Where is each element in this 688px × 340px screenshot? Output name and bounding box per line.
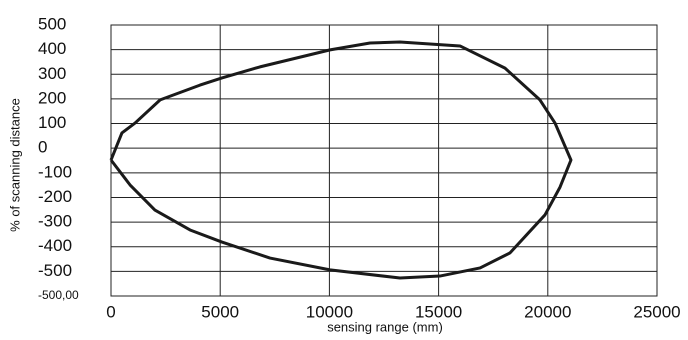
y-tick-label: -300 <box>38 212 72 231</box>
y-tick-label: -100 <box>38 162 72 181</box>
y-tick-label: 0 <box>38 138 47 157</box>
x-tick-label: 0 <box>106 302 115 321</box>
y-tick-label: -200 <box>38 187 72 206</box>
x-tick-label: 20000 <box>524 302 571 321</box>
x-tick-label: 10000 <box>306 302 353 321</box>
plot-frame <box>110 24 658 297</box>
y-tick-label: 500 <box>38 14 66 33</box>
y-tick-label: -500,00 <box>38 288 79 302</box>
y-tick-label: -500 <box>38 261 72 280</box>
y-tick-label: 200 <box>38 88 66 107</box>
x-axis-title: sensing range (mm) <box>327 319 443 334</box>
curve <box>109 40 573 280</box>
x-tick-label: 25000 <box>633 302 680 321</box>
x-tick-label: 15000 <box>415 302 462 321</box>
y-tick-label: 100 <box>38 113 66 132</box>
y-tick-label: 400 <box>38 39 66 58</box>
x-tick-label: 5000 <box>201 302 239 321</box>
y-tick-label: -400 <box>38 236 72 255</box>
y-tick-label: 300 <box>38 64 66 83</box>
y-axis-title: % of scanning distance <box>7 98 22 232</box>
